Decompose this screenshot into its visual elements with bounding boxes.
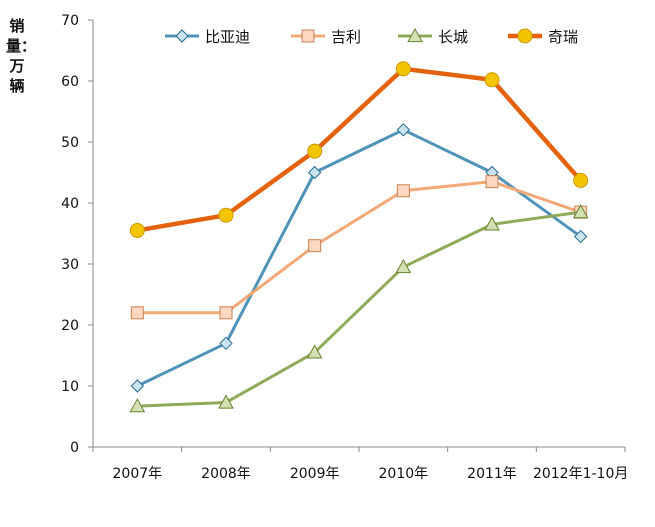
data-point <box>572 204 589 219</box>
data-point <box>484 72 500 88</box>
data-point <box>129 222 145 238</box>
legend-label: 吉利 <box>331 28 361 46</box>
y-tick-label: 30 <box>61 257 79 273</box>
data-point <box>307 165 322 180</box>
data-point <box>219 306 233 320</box>
data-point <box>573 172 589 188</box>
x-tick-label: 2009年 <box>290 466 340 482</box>
x-tick-label: 2007年 <box>113 466 163 482</box>
y-tick-label: 20 <box>61 318 79 334</box>
series-0 <box>130 123 588 393</box>
legend-item: 比亚迪 <box>165 28 250 46</box>
data-point <box>396 123 411 137</box>
data-point <box>484 216 500 231</box>
chart-series <box>129 61 589 413</box>
legend-item: 吉利 <box>291 28 361 46</box>
series-line <box>137 210 581 408</box>
y-tick-label: 70 <box>61 13 79 29</box>
x-tick-label: 2012年1-10月 <box>533 466 628 482</box>
x-tick-label: 2008年 <box>201 466 251 482</box>
series-3 <box>129 61 589 238</box>
data-point <box>218 207 234 223</box>
data-point <box>485 175 499 189</box>
series-line <box>136 66 583 233</box>
data-point <box>218 394 234 409</box>
legend-marker <box>301 29 315 43</box>
y-tick-label: 0 <box>70 440 79 456</box>
legend-marker <box>407 27 423 43</box>
legend-marker <box>175 29 189 43</box>
y-tick-label: 10 <box>61 379 79 395</box>
data-point <box>129 398 146 413</box>
chart-axes <box>92 20 625 448</box>
x-tick-label: 2011年 <box>467 466 517 482</box>
series-2 <box>129 204 589 413</box>
legend-label: 比亚迪 <box>205 28 250 46</box>
data-point <box>130 306 144 320</box>
legend-marker <box>517 28 533 44</box>
series-line <box>137 180 582 315</box>
legend-item: 奇瑞 <box>508 28 578 46</box>
y-tick-label: 50 <box>61 135 79 151</box>
series-1 <box>130 175 588 320</box>
x-axis-ticks: 2007年 2008年 2009年 2010年 2011年 2012年1-10月 <box>92 447 628 482</box>
series-line <box>136 128 582 388</box>
data-point <box>395 259 412 274</box>
chart-legend: 比亚迪 吉利 长城 奇瑞 <box>165 27 578 46</box>
y-tick-label: 60 <box>61 74 79 90</box>
legend-label: 长城 <box>438 28 468 46</box>
data-point <box>573 229 588 244</box>
data-point <box>396 184 410 198</box>
data-point <box>130 379 145 393</box>
data-point <box>395 61 411 77</box>
data-point <box>306 344 323 359</box>
data-point <box>308 239 322 253</box>
data-point <box>219 336 233 351</box>
legend-item: 长城 <box>398 27 468 46</box>
x-tick-label: 2010年 <box>379 466 429 482</box>
y-axis-ticks: 0 10 20 30 40 50 60 70 <box>61 13 93 456</box>
legend-label: 奇瑞 <box>548 28 578 46</box>
y-tick-label: 40 <box>61 196 79 212</box>
data-point <box>307 143 323 159</box>
